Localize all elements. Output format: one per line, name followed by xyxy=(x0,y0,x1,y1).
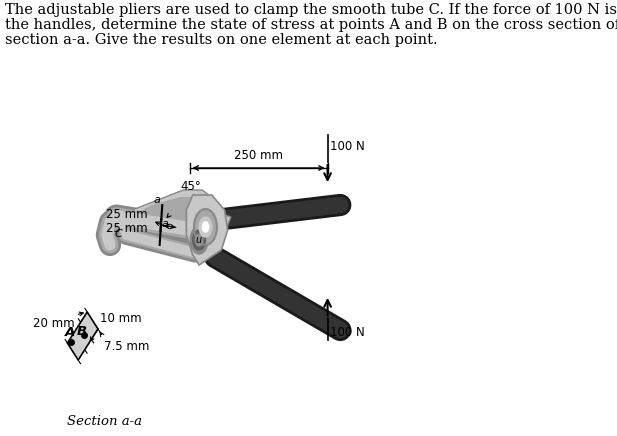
Text: The adjustable pliers are used to clamp the smooth tube C. If the force of 100 N: The adjustable pliers are used to clamp … xyxy=(5,3,617,17)
Text: a: a xyxy=(162,219,168,229)
Polygon shape xyxy=(205,213,231,233)
Polygon shape xyxy=(186,195,228,265)
Polygon shape xyxy=(67,312,98,360)
Polygon shape xyxy=(129,197,210,235)
Circle shape xyxy=(199,217,212,237)
Circle shape xyxy=(193,230,205,250)
Text: 25 mm: 25 mm xyxy=(106,208,147,221)
Polygon shape xyxy=(126,190,215,240)
Circle shape xyxy=(194,209,217,245)
Text: A: A xyxy=(65,326,75,339)
Text: C: C xyxy=(115,229,122,239)
Text: 7.5 mm: 7.5 mm xyxy=(104,340,149,353)
Circle shape xyxy=(202,222,209,232)
Text: 25 mm: 25 mm xyxy=(106,222,147,235)
Text: 100 N: 100 N xyxy=(330,327,365,340)
Text: 10 mm: 10 mm xyxy=(99,313,141,326)
Text: u: u xyxy=(196,235,201,245)
Text: 100 N: 100 N xyxy=(330,140,365,153)
Text: section a-a. Give the results on one element at each point.: section a-a. Give the results on one ele… xyxy=(5,33,437,47)
Text: 250 mm: 250 mm xyxy=(234,149,283,162)
Text: the handles, determine the state of stress at points A and B on the cross sectio: the handles, determine the state of stre… xyxy=(5,18,617,32)
Text: a: a xyxy=(154,195,160,205)
Circle shape xyxy=(196,234,203,246)
Text: B: B xyxy=(77,324,87,337)
Text: Section a-a: Section a-a xyxy=(67,415,142,428)
Text: 45°: 45° xyxy=(180,180,201,193)
Text: 20 mm: 20 mm xyxy=(33,317,75,330)
Circle shape xyxy=(190,226,208,254)
